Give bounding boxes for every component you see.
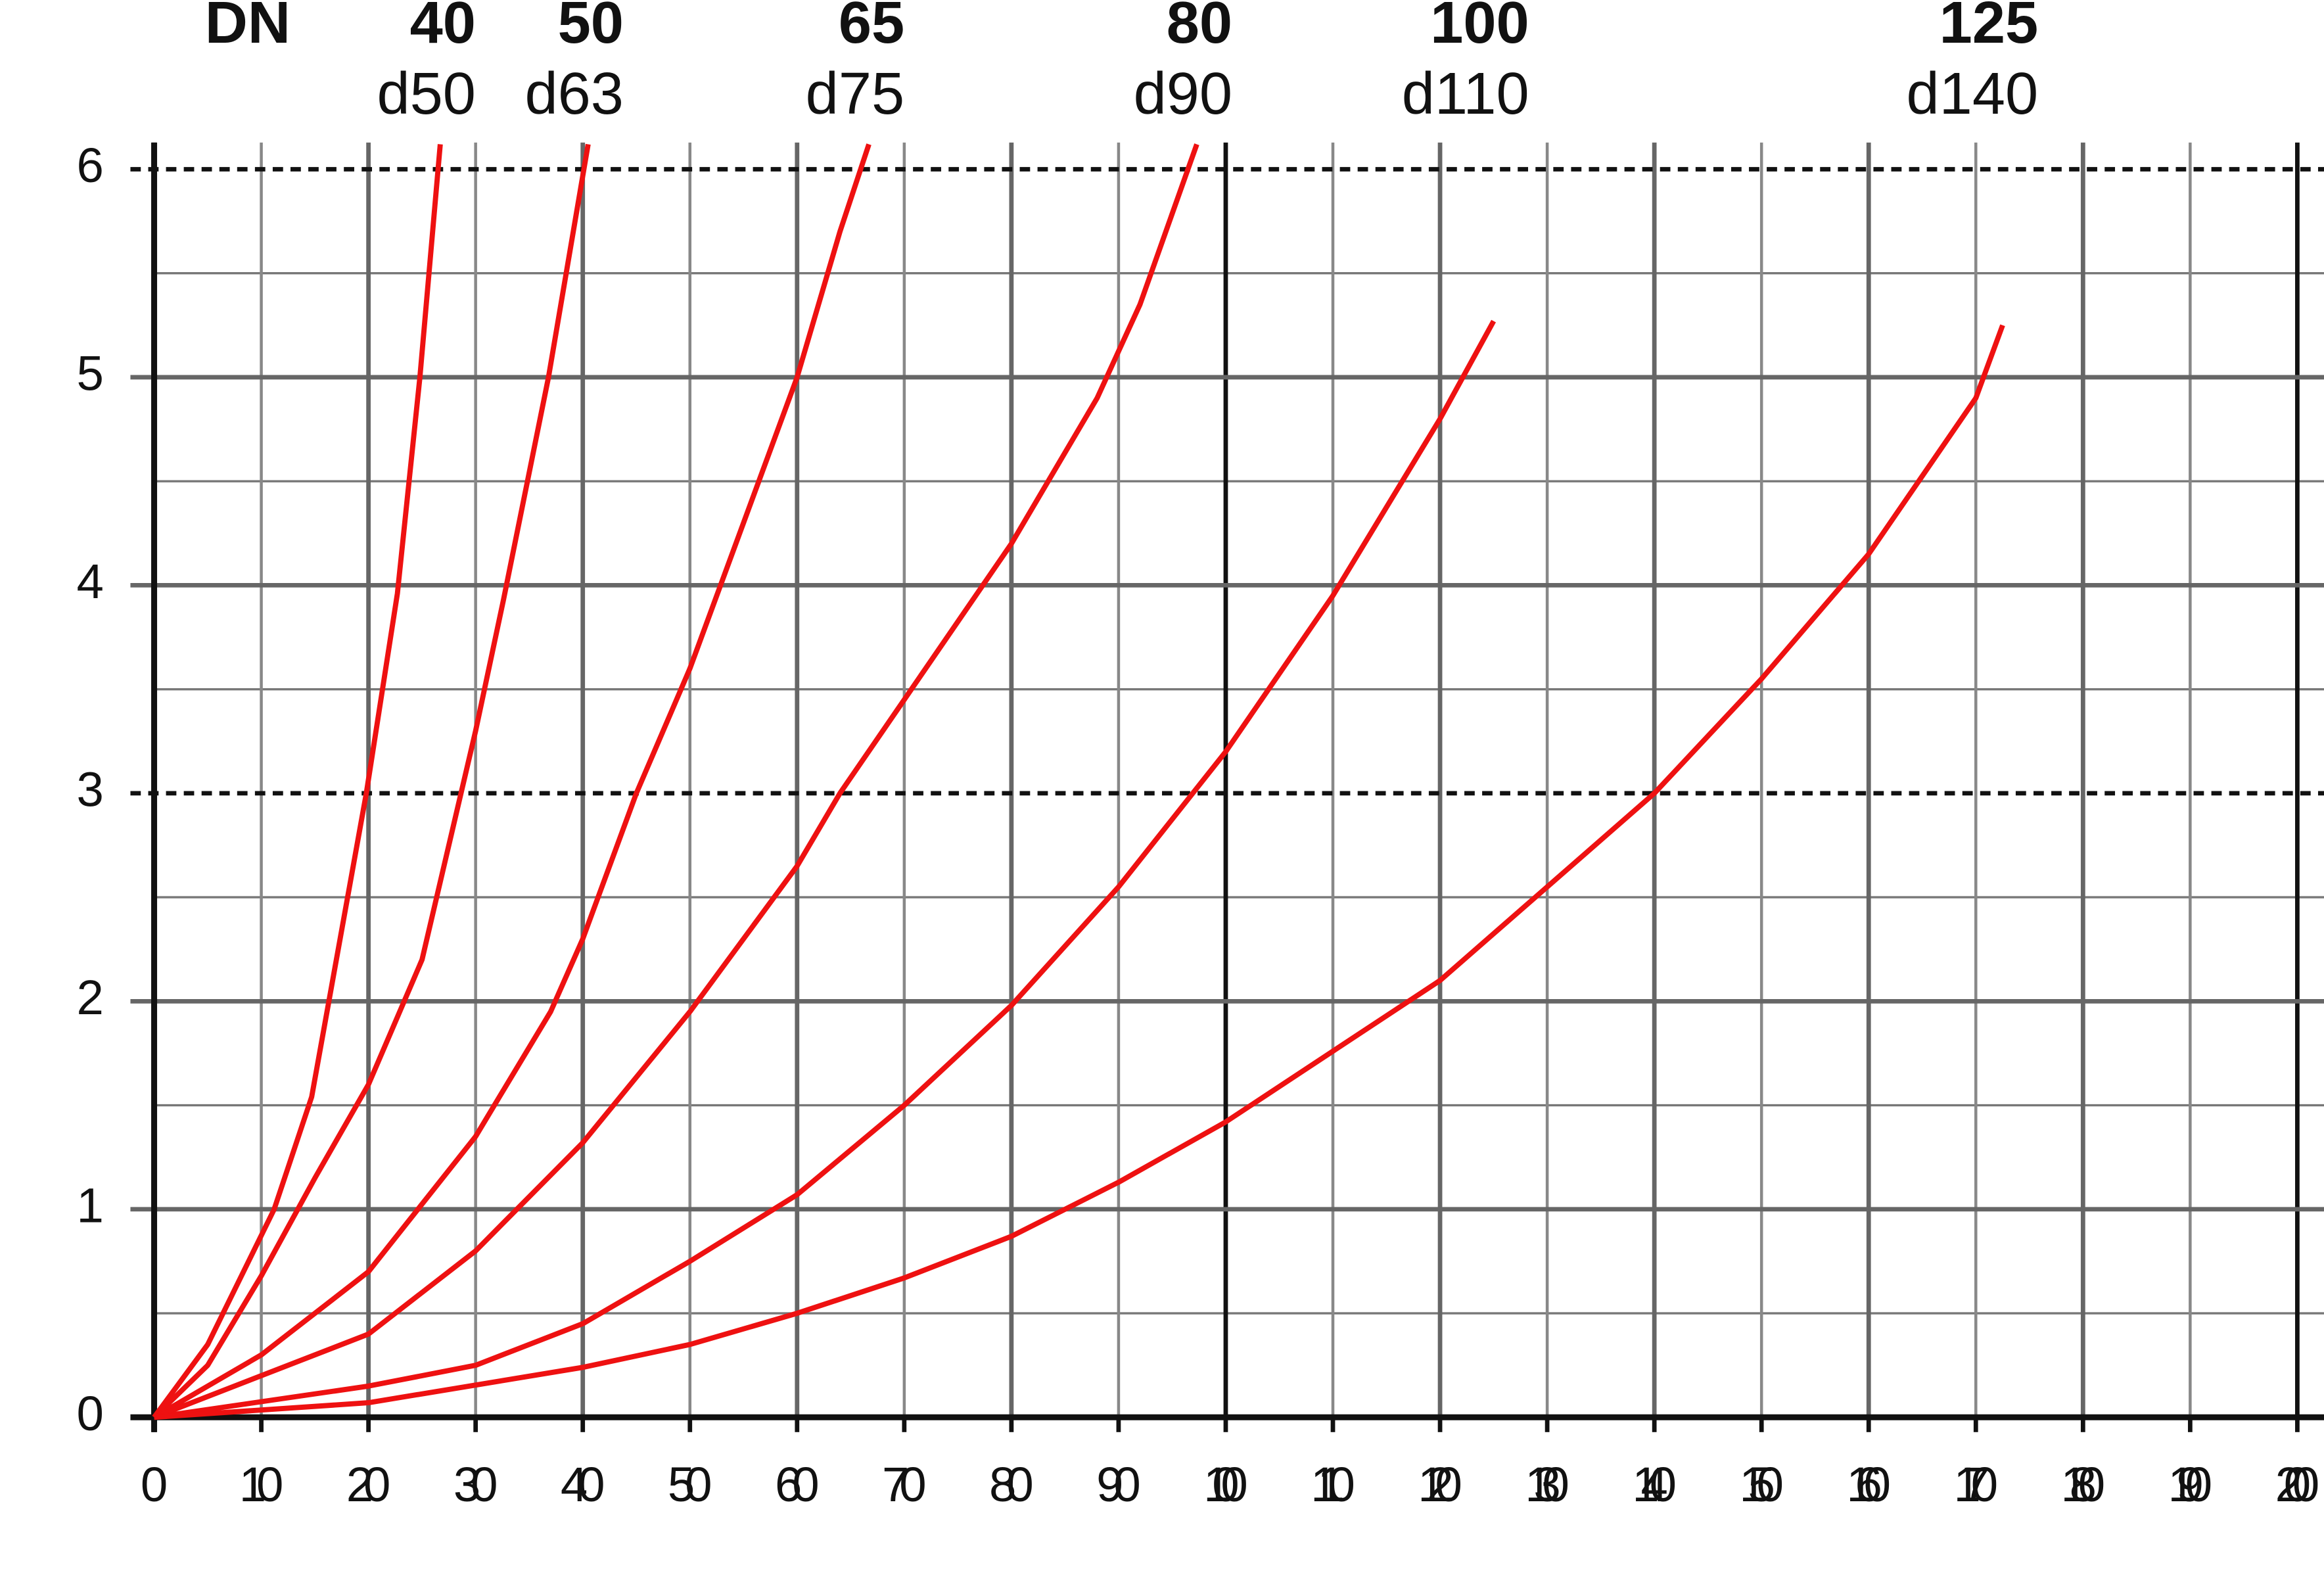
y-tick-label: 5 (76, 346, 103, 401)
x-tick-label: 0 (141, 1457, 168, 1512)
x-tick-label: 90 (1096, 1457, 1141, 1512)
curve (152, 144, 443, 1419)
x-tick-label: 80 (989, 1457, 1034, 1512)
y-tick-label: 2 (76, 970, 103, 1025)
x-tick-label: 30 (453, 1457, 498, 1512)
series-label: d50 (377, 60, 475, 127)
x-tick-label: 150 (1739, 1457, 1784, 1512)
x-tick-label: 190 (2168, 1457, 2213, 1512)
x-tick-label: 70 (882, 1457, 927, 1512)
x-tick-label: 50 (668, 1457, 712, 1512)
series-label: d140 (1907, 60, 2039, 127)
series-label: d75 (806, 60, 904, 127)
y-tick-label: 4 (76, 554, 103, 609)
x-tick-label: 20 (346, 1457, 391, 1512)
dn-label: 50 (558, 0, 624, 56)
dn-header: DN (205, 0, 290, 56)
curve (152, 143, 591, 1420)
x-tick-label: 180 (2060, 1457, 2105, 1512)
x-tick-label: 10 (239, 1457, 284, 1512)
series-label: d110 (1402, 60, 1529, 127)
curve (153, 319, 1497, 1420)
y-tick-label: 3 (76, 762, 103, 817)
dn-label: 100 (1430, 0, 1529, 56)
x-tick-label: 110 (1311, 1457, 1355, 1512)
x-tick-label: 200 (2275, 1457, 2320, 1512)
x-tick-label: 60 (775, 1457, 820, 1512)
x-tick-label: 170 (1953, 1457, 1998, 1512)
dn-label: 80 (1167, 0, 1232, 56)
y-tick-label: 6 (76, 138, 103, 193)
curve (154, 324, 2005, 1420)
x-tick-label: 130 (1525, 1457, 1569, 1512)
y-tick-label: 0 (76, 1386, 103, 1441)
curve (153, 143, 1199, 1420)
dn-label: 65 (839, 0, 904, 56)
series-label: d90 (1134, 60, 1232, 127)
dn-label: 40 (410, 0, 476, 56)
x-tick-label: 40 (561, 1457, 605, 1512)
dn-label: 125 (1940, 0, 2038, 56)
curve (152, 143, 872, 1420)
series-label: d63 (524, 60, 623, 127)
y-tick-label: 1 (76, 1178, 103, 1232)
x-tick-label: 160 (1846, 1457, 1891, 1512)
x-tick-label: 120 (1418, 1457, 1462, 1512)
x-tick-label: 100 (1203, 1457, 1248, 1512)
x-tick-label: 140 (1632, 1457, 1677, 1512)
